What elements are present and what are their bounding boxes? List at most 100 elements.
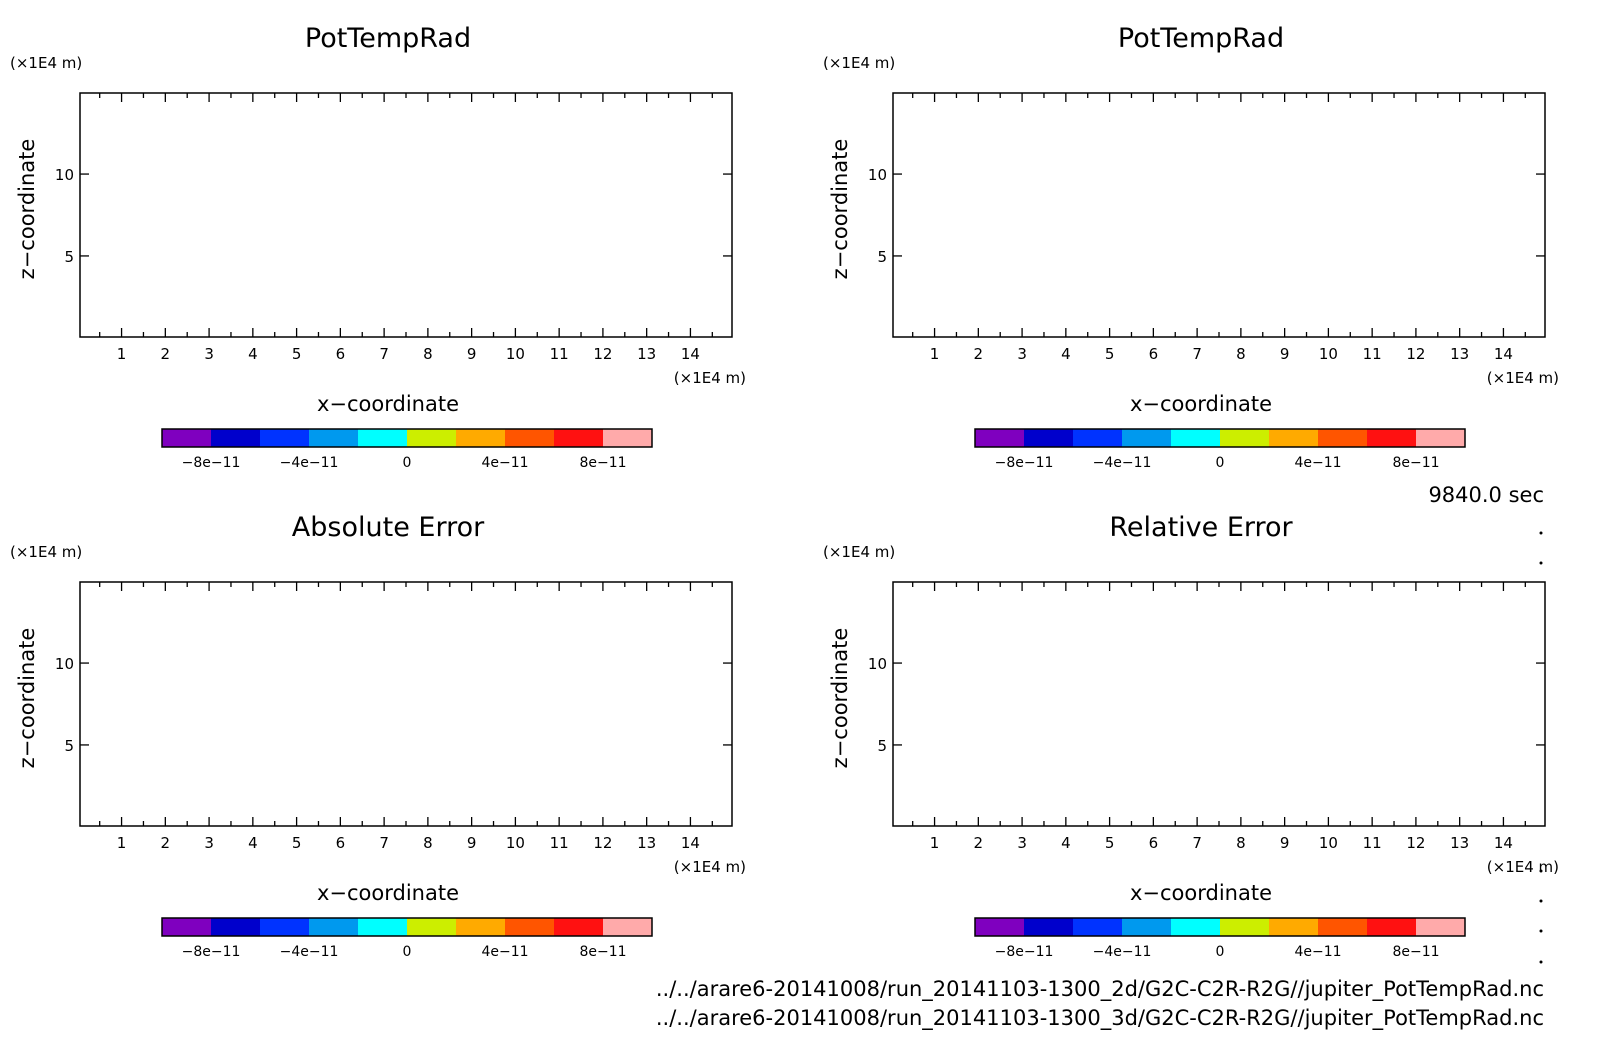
y-tick-label: 5 [64, 248, 74, 266]
colorbar-swatch [1318, 429, 1368, 447]
colorbar-tick-label: −4e−11 [280, 944, 339, 960]
x-tick-label: 8 [1236, 834, 1246, 852]
colorbar-swatch [1220, 918, 1270, 936]
x-tick-label: 3 [204, 834, 214, 852]
x-tick-label: 10 [506, 834, 525, 852]
x-axis-label: x−coordinate [1130, 881, 1272, 905]
colorbar-frame [161, 428, 653, 448]
x-tick-label: 13 [1450, 345, 1469, 363]
plot-frame [79, 92, 733, 338]
x-tick-label: 10 [1319, 345, 1338, 363]
x-tick-label: 7 [1192, 345, 1202, 363]
x-tick-label: 6 [336, 345, 346, 363]
colorbar-swatch [309, 429, 359, 447]
x-tick-label: 5 [292, 834, 302, 852]
x-tick-label: 9 [1280, 834, 1290, 852]
x-tick-label: 13 [637, 834, 656, 852]
colorbar: −8e−11 −4e−11 0 4e−11 8e−11 [161, 917, 653, 960]
colorbar-swatch [211, 429, 261, 447]
colorbar-tick-label: 0 [403, 455, 412, 471]
x-tick-label: 8 [423, 834, 433, 852]
x-tick-label: 14 [1494, 345, 1513, 363]
x-tick-label: 6 [336, 834, 346, 852]
colorbar-swatch [407, 918, 457, 936]
x-tick-label: 2 [161, 345, 171, 363]
colorbar-tick-label: 4e−11 [481, 944, 528, 960]
x-tick-label: 5 [1105, 345, 1115, 363]
y-tick-label: 10 [868, 655, 887, 673]
time-label: 9840.0 sec [1428, 483, 1544, 507]
y-axis-label: z−coordinate [828, 139, 852, 280]
y-tick-label: 5 [877, 248, 887, 266]
colorbar-tick-label: 0 [1216, 455, 1225, 471]
x-tick-label: 2 [161, 834, 171, 852]
colorbar-swatch [1367, 429, 1417, 447]
x-tick-label: 9 [467, 345, 477, 363]
colorbar-tick-label: 8e−11 [1392, 944, 1439, 960]
y-axis-label: z−coordinate [828, 628, 852, 769]
file-path-2d: ../../arare6-20141008/run_20141103-1300_… [656, 977, 1544, 1002]
colorbar-swatch [1122, 429, 1172, 447]
x-unit-label: (×1E4 m) [674, 369, 746, 387]
colorbar-swatch [1416, 429, 1466, 447]
colorbar-swatch [603, 918, 653, 936]
x-tick-label: 7 [379, 834, 389, 852]
x-tick-label: 10 [1319, 834, 1338, 852]
colorbar-tick-label: −4e−11 [1093, 455, 1152, 471]
colorbar-tick-label: 4e−11 [481, 455, 528, 471]
x-unit-label: (×1E4 m) [1487, 858, 1559, 876]
colorbar-swatch [211, 918, 261, 936]
x-tick-label: 12 [1406, 834, 1425, 852]
colorbar-swatch [1024, 429, 1074, 447]
x-tick-label: 5 [292, 345, 302, 363]
x-tick-label: 4 [1061, 834, 1071, 852]
colorbar-tick-label: 0 [1216, 944, 1225, 960]
colorbar-tick-label: −4e−11 [1093, 944, 1152, 960]
colorbar-swatch [162, 918, 212, 936]
colorbar-swatch [603, 429, 653, 447]
colorbar-tick-label: 8e−11 [1392, 455, 1439, 471]
x-tick-label: 11 [550, 345, 569, 363]
x-unit-label: (×1E4 m) [1487, 369, 1559, 387]
x-tick-label: 4 [1061, 345, 1071, 363]
y-tick-label: 10 [55, 166, 74, 184]
x-tick-label: 1 [930, 834, 940, 852]
colorbar-swatch [505, 918, 555, 936]
y-tick-label: 10 [55, 655, 74, 673]
x-tick-label: 11 [1363, 834, 1382, 852]
y-axis-label: z−coordinate [15, 628, 39, 769]
x-tick-label: 2 [974, 834, 984, 852]
x-tick-label: 12 [593, 345, 612, 363]
colorbar-tick-label: 4e−11 [1294, 455, 1341, 471]
x-tick-label: 3 [204, 345, 214, 363]
colorbar: −8e−11 −4e−11 0 4e−11 8e−11 [974, 428, 1466, 471]
margin-dots [1539, 531, 1543, 964]
x-tick-label: 5 [1105, 834, 1115, 852]
x-tick-label: 12 [593, 834, 612, 852]
file-path-3d: ../../arare6-20141008/run_20141103-1300_… [656, 1006, 1544, 1031]
colorbar-frame [974, 917, 1466, 937]
colorbar: −8e−11 −4e−11 0 4e−11 8e−11 [161, 428, 653, 471]
colorbar-swatch [309, 918, 359, 936]
colorbar-swatch [975, 918, 1025, 936]
colorbar-swatch [456, 918, 506, 936]
x-tick-label: 14 [681, 834, 700, 852]
x-axis-label: x−coordinate [1130, 392, 1272, 416]
colorbar-swatch [456, 429, 506, 447]
colorbar-swatch [260, 429, 310, 447]
colorbar-swatch [1171, 429, 1221, 447]
colorbar-swatch [1073, 918, 1123, 936]
colorbar-frame [974, 428, 1466, 448]
colorbar-swatch [162, 429, 212, 447]
x-tick-label: 6 [1149, 345, 1159, 363]
x-unit-label: (×1E4 m) [674, 858, 746, 876]
colorbar-swatch [1269, 918, 1319, 936]
x-tick-label: 14 [1494, 834, 1513, 852]
x-tick-label: 6 [1149, 834, 1159, 852]
x-tick-label: 8 [1236, 345, 1246, 363]
panel-title: Relative Error [1109, 512, 1293, 543]
plot-frame [79, 581, 733, 827]
y-axis-label: z−coordinate [15, 139, 39, 280]
colorbar-swatch [1073, 429, 1123, 447]
